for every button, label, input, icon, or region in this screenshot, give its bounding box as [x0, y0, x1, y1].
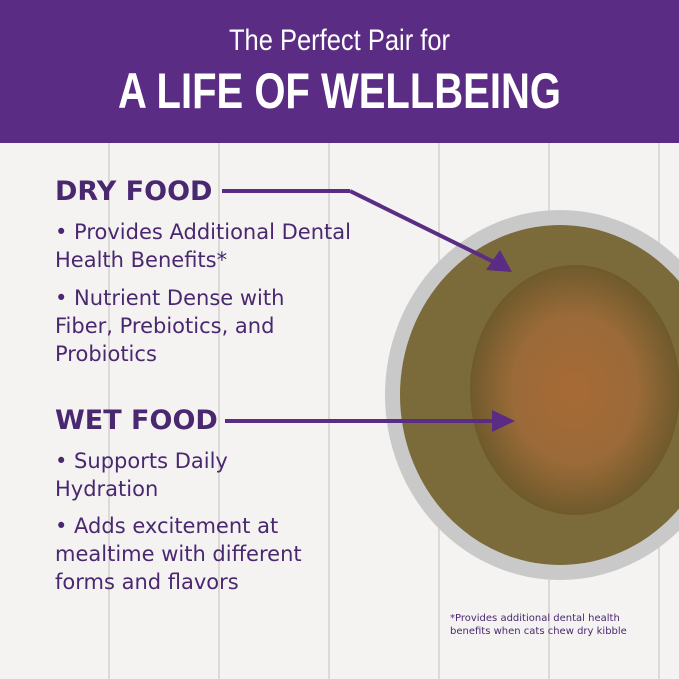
wet-bullet-1: • Supports Daily Hydration	[55, 449, 228, 501]
wet-bullet-2: • Adds excitement at mealtime with diffe…	[55, 514, 302, 594]
wet-food-heading: WET FOOD	[55, 405, 218, 436]
dry-food-heading: DRY FOOD	[55, 176, 213, 207]
footnote: *Provides additional dental health benef…	[450, 613, 627, 637]
dry-bullet-2: • Nutrient Dense with Fiber, Prebiotics,…	[55, 286, 285, 366]
header-title: A LIFE OF WELLBEING	[118, 63, 561, 119]
header-banner: The Perfect Pair for A LIFE OF WELLBEING	[0, 0, 679, 143]
dry-bullet-1: • Provides Additional Dental Health Bene…	[55, 220, 351, 272]
header-subtitle: The Perfect Pair for	[228, 24, 451, 57]
